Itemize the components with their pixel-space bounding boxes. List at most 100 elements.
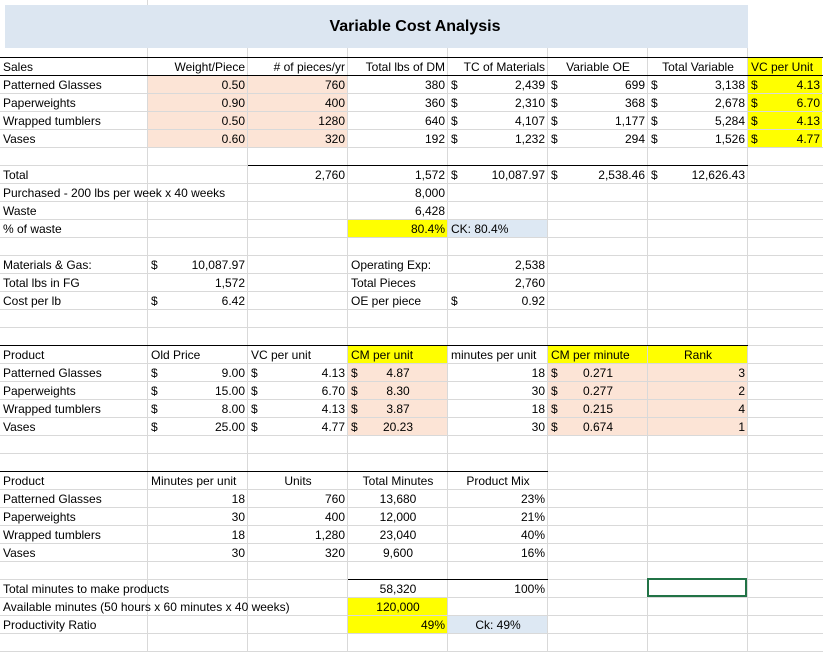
- cell-text: 30: [531, 384, 545, 398]
- cell-text: $: [351, 402, 358, 416]
- cell-text: $: [551, 114, 558, 128]
- gridline: [0, 291, 823, 292]
- cell-text: $: [151, 294, 158, 308]
- cell-text: Total Pieces: [351, 276, 416, 290]
- cell-text: Patterned Glasses: [3, 78, 102, 92]
- title-band: [5, 5, 748, 48]
- cell-fill: [548, 346, 647, 363]
- cell-text: 320: [324, 132, 345, 146]
- cell-text: 23%: [520, 492, 545, 506]
- cell-text: 0.674: [582, 420, 614, 434]
- cell-text: $: [551, 78, 558, 92]
- cell-text: Operating Exp:: [351, 258, 432, 272]
- cell-text: 1280: [318, 114, 345, 128]
- cell-text: Ck: 49%: [475, 618, 521, 632]
- gridline: [0, 543, 823, 544]
- cell-text: $: [151, 402, 158, 416]
- cell-fill: [748, 130, 822, 147]
- gridline: [0, 201, 823, 202]
- cell-text: TC of Materials: [463, 60, 545, 74]
- cell-fill: [448, 220, 547, 237]
- cell-text: 6.70: [796, 96, 820, 110]
- gridline: [0, 129, 823, 130]
- cell-text: 4,107: [514, 114, 545, 128]
- cell-text: $: [451, 78, 458, 92]
- cell-text: 0.271: [582, 366, 614, 380]
- cell-fill: [148, 76, 247, 93]
- cell-fill: [148, 112, 247, 129]
- cell-text: Units: [284, 474, 312, 488]
- cell-text: Minutes per unit: [151, 474, 237, 488]
- cell-border: [348, 579, 548, 580]
- cell-text: 2: [738, 384, 745, 398]
- cell-fill: [348, 382, 447, 399]
- gridline: [747, 48, 748, 652]
- cell-text: 8,000: [414, 186, 445, 200]
- cell-text: $: [351, 384, 358, 398]
- gridline: [0, 219, 823, 220]
- cell-text: 0.90: [221, 96, 245, 110]
- cell-text: Paperweights: [3, 384, 76, 398]
- cell-text: 2,310: [514, 96, 545, 110]
- cell-text: Available minutes (50 hours x 60 minutes…: [3, 600, 290, 614]
- cell-text: 4.77: [321, 420, 345, 434]
- cell-border: [0, 75, 823, 76]
- gridline: [0, 489, 823, 490]
- cell-fill: [348, 616, 447, 633]
- cell-text: $: [351, 366, 358, 380]
- cell-fill: [748, 58, 822, 75]
- cell-text: 5,284: [714, 114, 745, 128]
- cell-text: 2,678: [714, 96, 745, 110]
- cell-text: $: [551, 420, 558, 434]
- gridline: [0, 417, 823, 418]
- cell-text: $: [451, 96, 458, 110]
- cell-text: 9.00: [221, 366, 245, 380]
- cell-text: 0.277: [582, 384, 614, 398]
- cell-text: 12,000: [379, 510, 417, 524]
- gridline: [447, 48, 448, 652]
- cell-text: 0.215: [582, 402, 614, 416]
- sheet-title: Variable Cost Analysis: [329, 18, 501, 35]
- cell-text: $: [551, 96, 558, 110]
- cell-text: $: [651, 132, 658, 146]
- cell-text: $: [651, 78, 658, 92]
- cell-text: 10,087.97: [191, 258, 245, 272]
- gridline: [0, 363, 823, 364]
- cell-text: Total minutes to make products: [3, 582, 170, 596]
- cell-text: $: [451, 132, 458, 146]
- cell-text: 25.00: [214, 420, 245, 434]
- cell-text: Total lbs of DM: [365, 60, 445, 74]
- cell-text: 80.4%: [410, 222, 445, 236]
- gridline: [547, 48, 548, 652]
- cell-text: Total Minutes: [362, 474, 434, 488]
- cell-fill: [548, 364, 647, 381]
- cell-fill: [548, 382, 647, 399]
- cell-text: 4.13: [321, 366, 345, 380]
- cell-text: 4.87: [386, 366, 410, 380]
- cell-text: Product: [3, 474, 45, 488]
- cell-text: VC per unit: [251, 348, 312, 362]
- gridline: [0, 147, 823, 148]
- gridline: [147, 48, 148, 652]
- cell-text: 13,680: [379, 492, 417, 506]
- cell-fill: [248, 94, 347, 111]
- cell-border: [0, 471, 548, 472]
- cell-fill: [348, 364, 447, 381]
- cell-text: Vases: [3, 132, 36, 146]
- cell-fill: [248, 130, 347, 147]
- cell-text: CM per unit: [351, 348, 414, 362]
- gridline: [0, 273, 823, 274]
- cell-fill: [648, 364, 747, 381]
- cell-text: $: [451, 114, 458, 128]
- cell-fill: [348, 598, 447, 615]
- cell-text: 1,232: [514, 132, 545, 146]
- cell-text: 0.92: [521, 294, 545, 308]
- cell-text: 294: [624, 132, 645, 146]
- cell-text: 0.60: [221, 132, 245, 146]
- cell-text: 1,572: [414, 168, 445, 182]
- cell-text: 400: [324, 96, 345, 110]
- cell-fill: [648, 400, 747, 417]
- cell-text: Materials & Gas:: [3, 258, 92, 272]
- cell-text: 18: [531, 402, 545, 416]
- cell-text: 18: [231, 492, 245, 506]
